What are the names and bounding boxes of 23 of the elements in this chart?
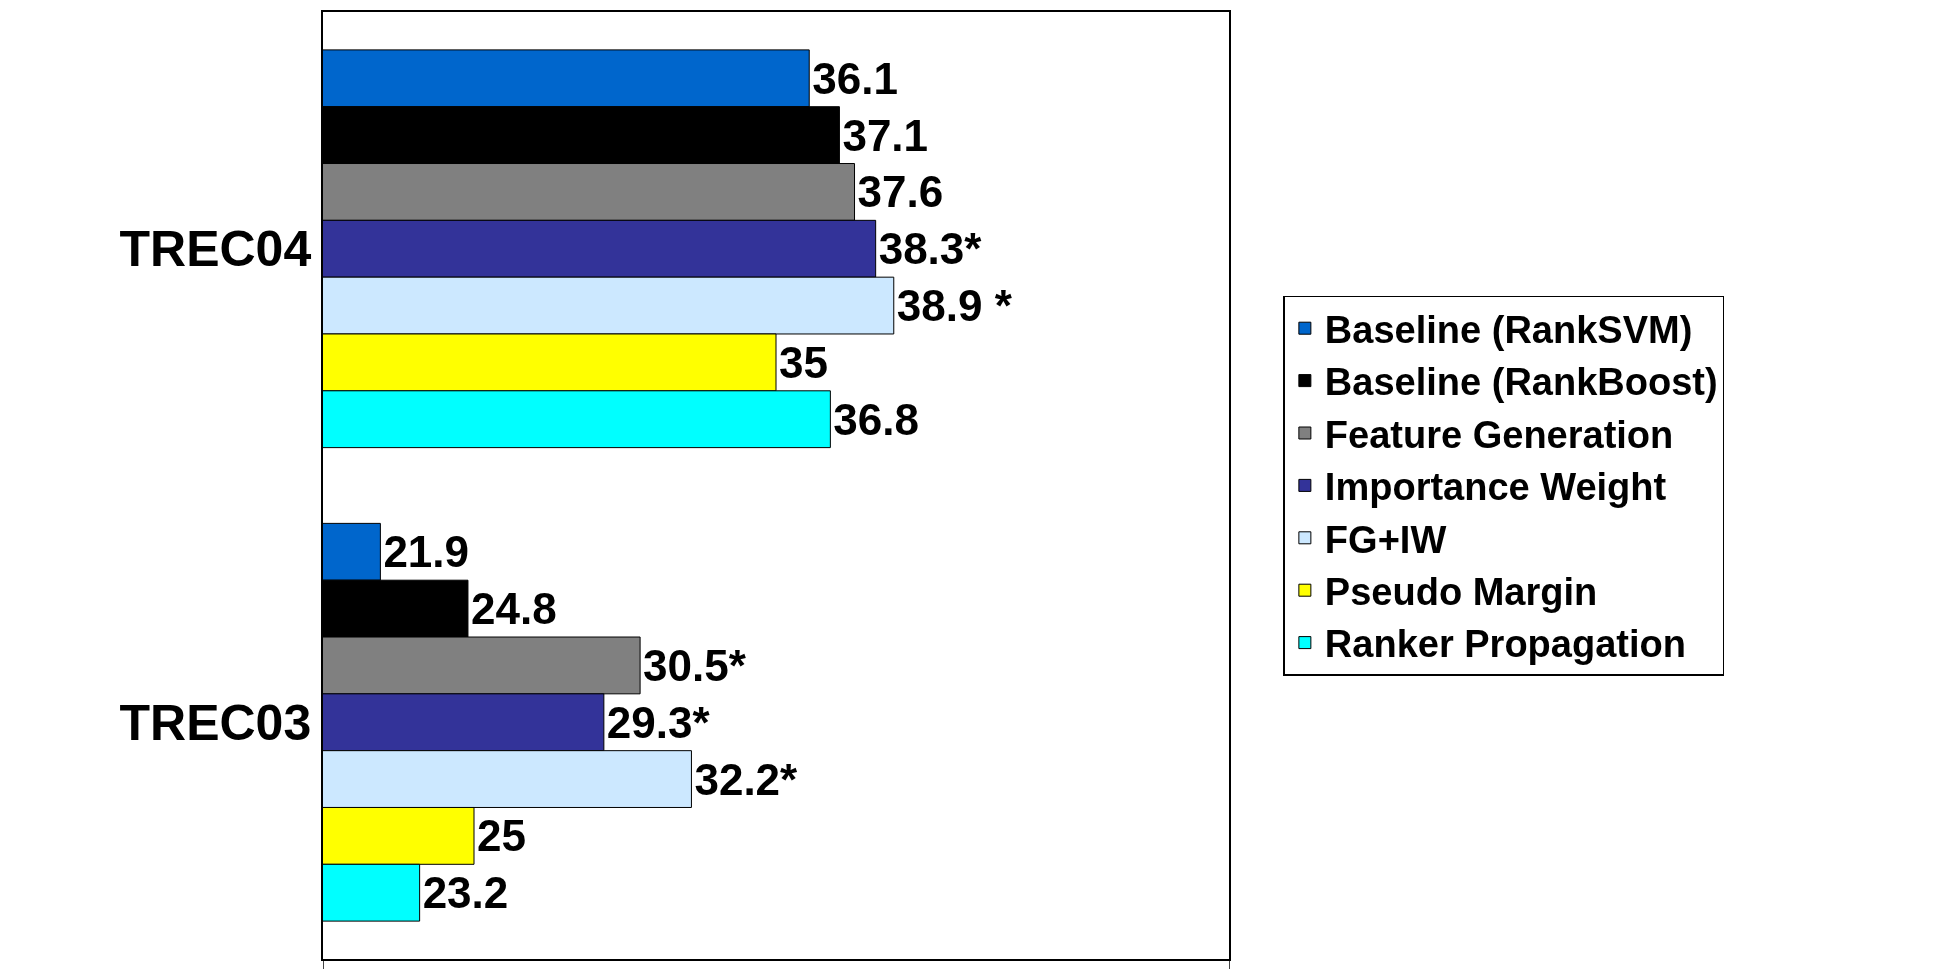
- legend-label: Pseudo Margin: [1324, 571, 1598, 614]
- legend-label: Baseline (RankSVM): [1324, 309, 1693, 352]
- data-label: 21.9: [383, 527, 470, 577]
- data-label: 36.1: [812, 53, 898, 103]
- legend-label: Ranker Propagation: [1324, 623, 1686, 666]
- data-label: 25: [477, 811, 526, 861]
- data-label: 36.8: [833, 394, 919, 444]
- data-label: 37.1: [842, 110, 929, 160]
- data-label: 29.3*: [606, 697, 711, 747]
- data-label: 30.5*: [643, 640, 747, 690]
- data-label: 38.3*: [878, 224, 983, 274]
- legend-label: FG+IW: [1324, 518, 1447, 561]
- y-tick-label: TREC04: [119, 221, 312, 278]
- data-label: 38.9 *: [896, 281, 1013, 331]
- data-label: 24.8: [470, 584, 557, 634]
- data-label: 32.2*: [694, 754, 799, 804]
- data-label: 35: [779, 337, 828, 387]
- y-tick-label: TREC03: [119, 694, 312, 751]
- legend-label: Feature Generation: [1324, 413, 1674, 456]
- legend-label: Baseline (RankBoost): [1324, 361, 1718, 404]
- data-label: 23.2: [422, 868, 509, 918]
- data-label: 37.6: [857, 167, 944, 217]
- legend-label: Importance Weight: [1324, 466, 1667, 509]
